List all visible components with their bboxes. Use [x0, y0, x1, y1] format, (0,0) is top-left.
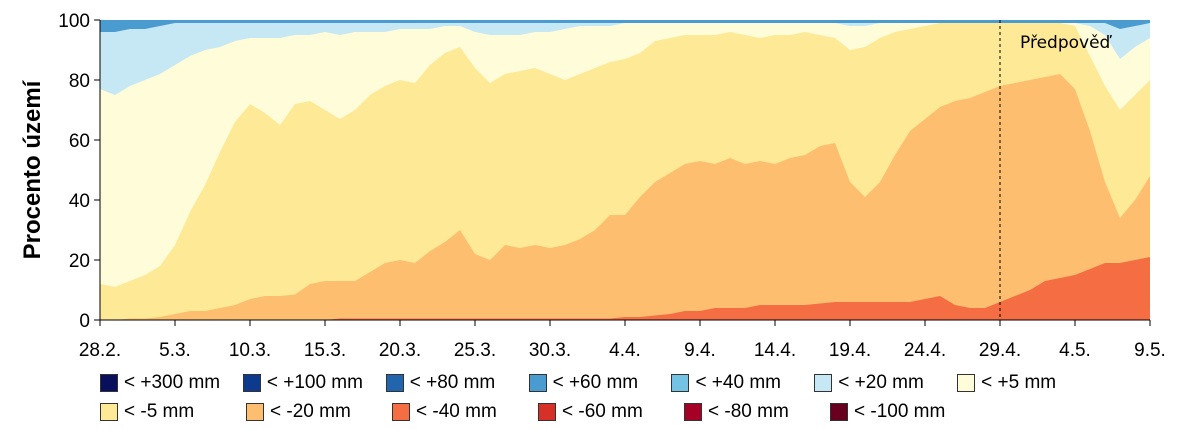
legend-swatch	[246, 402, 264, 421]
x-tick-label: 14.4.	[754, 340, 796, 361]
y-tick-label: 60	[69, 131, 90, 152]
legend-item: < -100 mm	[830, 401, 976, 423]
legend-swatch	[528, 373, 547, 392]
x-tick-label: 15.3.	[304, 340, 346, 361]
x-tick-label: 20.3.	[379, 340, 421, 361]
plot-area	[100, 20, 1150, 320]
legend-swatch	[830, 402, 848, 421]
legend-item: < -60 mm	[538, 401, 684, 423]
x-tick-label: 4.5.	[1059, 340, 1091, 361]
legend-item: < -5 mm	[100, 401, 246, 423]
legend-item: < -80 mm	[684, 401, 830, 423]
legend-item: < +300 mm	[100, 372, 243, 394]
area-band--20mm	[100, 74, 1150, 320]
x-tick-label: 25.3.	[454, 340, 496, 361]
x-tick-label: 30.3.	[529, 340, 571, 361]
legend-item: < +60 mm	[528, 371, 672, 394]
legend-label: < +5 mm	[981, 371, 1057, 393]
legend-label: < +60 mm	[552, 371, 639, 393]
legend-swatch	[814, 373, 833, 392]
legend-swatch	[392, 402, 410, 421]
legend-swatch	[100, 373, 118, 392]
y-tick-label: 0	[79, 311, 90, 332]
legend-label: < -100 mm	[854, 400, 946, 422]
x-axis: 28.2. 5.3. 10.3. 15.3. 20.3. 25.3. 30.3. 4.4. 9.…	[79, 319, 1166, 361]
forecast-label: Předpověď	[1020, 33, 1113, 53]
x-tick-label: 24.4.	[904, 340, 946, 361]
y-tick-label: 40	[69, 191, 90, 212]
x-tick-label: 9.5.	[1134, 340, 1166, 361]
y-axis: 0 20 40 60 80 100	[58, 11, 101, 332]
legend-swatch	[100, 402, 118, 421]
legend-row: < +300 mm < +100 mm < +80 mm < +60 mm < +40 …	[100, 368, 1100, 397]
legend: < +300 mm < +100 mm < +80 mm < +60 mm < +40 …	[100, 368, 1100, 426]
legend-item: < -20 mm	[246, 401, 392, 423]
legend-swatch	[385, 373, 404, 392]
x-tick-label: 9.4.	[684, 340, 716, 361]
legend-item: < +100 mm	[242, 371, 386, 394]
area-chart: 0 20 40 60 80 100 28.2. 5.3. 10.3. 15.3. 20.3. 25.…	[19, 11, 1166, 361]
legend-label: < +20 mm	[838, 371, 924, 393]
legend-item: < +80 mm	[385, 371, 529, 394]
y-tick-label: 20	[69, 251, 90, 272]
x-tick-label: 10.3.	[229, 340, 271, 361]
legend-swatch	[538, 402, 556, 421]
legend-label: < +40 mm	[695, 371, 781, 393]
legend-label: < -80 mm	[708, 400, 789, 422]
y-tick-label: 100	[58, 11, 90, 32]
y-axis-title: Procento území	[19, 79, 46, 259]
legend-item: < -40 mm	[392, 401, 538, 423]
legend-label: < +300 mm	[124, 371, 221, 393]
x-tick-label: 4.4.	[609, 340, 641, 361]
x-tick-label: 19.4.	[829, 340, 871, 361]
x-tick-label: 28.2.	[79, 340, 121, 361]
x-tick-label: 29.4.	[979, 340, 1021, 361]
y-tick-label: 80	[69, 71, 90, 92]
legend-label: < +100 mm	[266, 371, 363, 393]
x-tick-label: 5.3.	[159, 340, 191, 361]
legend-swatch	[957, 373, 976, 392]
legend-label: < -20 mm	[270, 400, 351, 422]
legend-swatch	[684, 402, 702, 421]
legend-item: < +5 mm	[957, 372, 1100, 394]
legend-swatch	[242, 373, 261, 392]
legend-item: < +40 mm	[671, 372, 814, 394]
area-band--40mm	[100, 257, 1150, 320]
legend-swatch	[671, 373, 690, 392]
legend-label: < -5 mm	[124, 400, 195, 422]
legend-label: < +80 mm	[409, 371, 496, 393]
legend-item: < +20 mm	[814, 372, 957, 394]
legend-label: < -40 mm	[416, 400, 497, 422]
legend-row: < -5 mm < -20 mm < -40 mm < -60 mm < -80 mm <…	[100, 397, 1100, 426]
legend-label: < -60 mm	[562, 400, 643, 422]
